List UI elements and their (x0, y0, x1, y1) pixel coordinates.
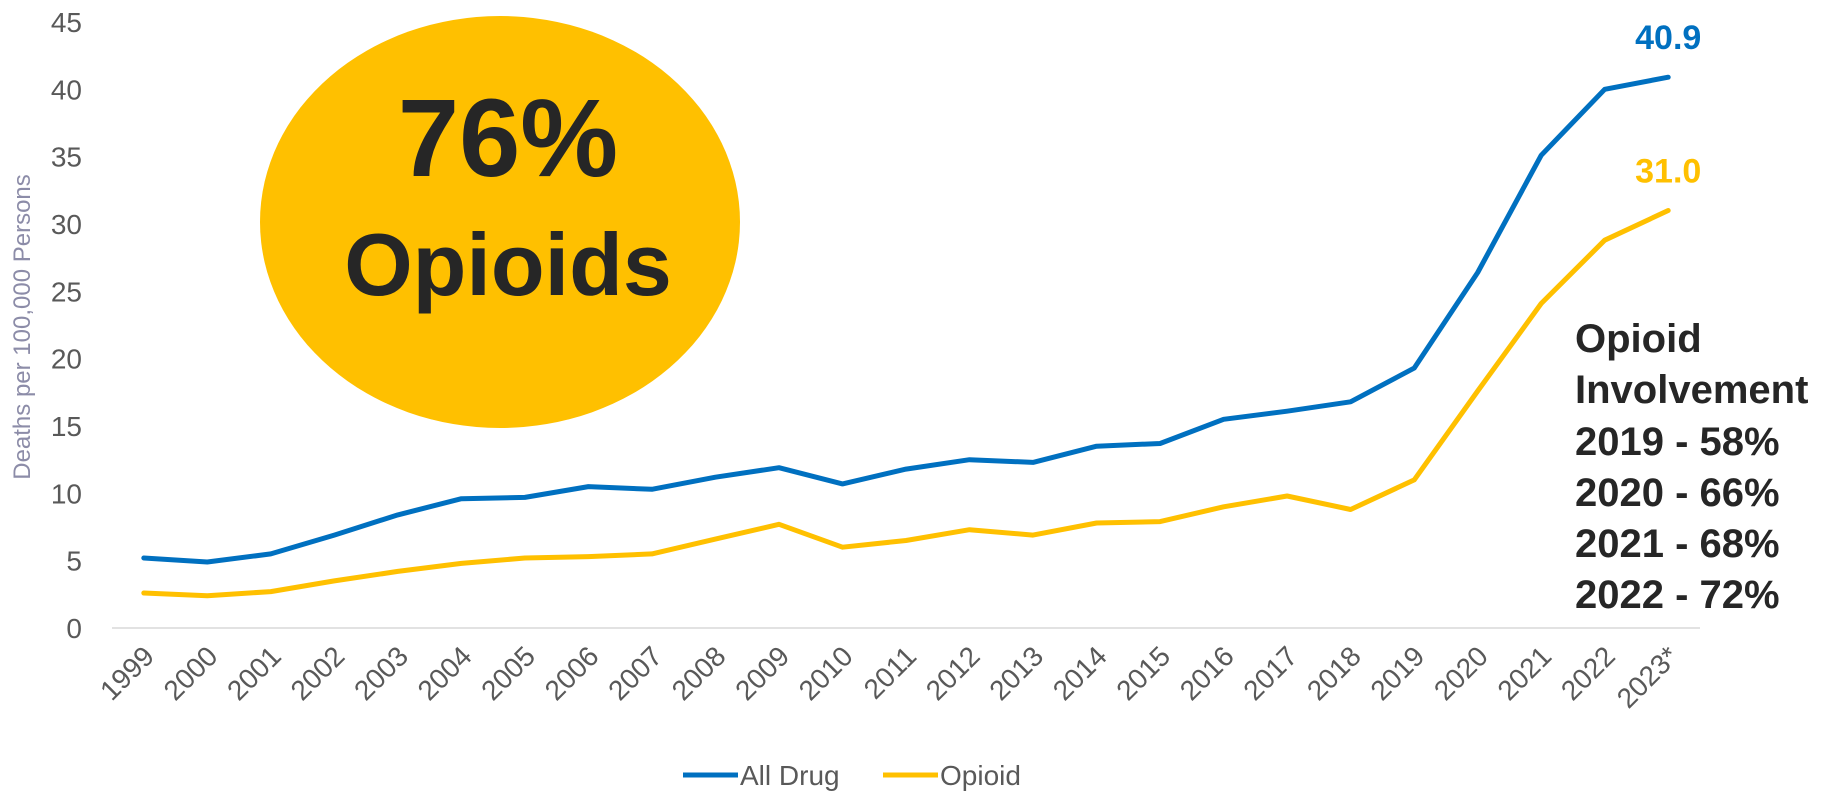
x-axis: 1999200020012002200320042005200620072008… (94, 627, 1700, 714)
series-line-opioid (141, 208, 1671, 599)
y-tick-label: 40 (51, 74, 82, 105)
y-tick-label: 5 (66, 546, 82, 577)
x-tick-label: 2013 (983, 640, 1049, 706)
involvement-row: 2022 - 72% (1575, 573, 1780, 617)
x-tick-label: 2014 (1047, 640, 1113, 706)
y-axis-label: Deaths per 100,000 Persons (9, 174, 36, 480)
series-lines: 40.9 31.0 (141, 19, 1701, 599)
callout-badge: 76% Opioids (260, 16, 740, 428)
y-tick-label: 25 (51, 276, 82, 307)
x-tick-label: 2011 (858, 640, 923, 705)
x-tick-label: 2010 (793, 640, 859, 706)
x-tick-label: 2017 (1237, 640, 1303, 706)
legend-label-opioid: Opioid (940, 760, 1021, 791)
end-label-opioid: 31.0 (1635, 153, 1701, 191)
x-tick-label: 2016 (1174, 640, 1240, 706)
callout-percent: 76% (398, 77, 618, 200)
x-tick-label: 2007 (602, 640, 668, 706)
x-tick-label: 2021 (1491, 640, 1557, 706)
x-tick-label: 2020 (1428, 640, 1494, 706)
opioid-involvement-panel: Opioid Involvement 2019 - 58% 2020 - 66%… (1575, 317, 1808, 617)
x-tick-label: 2002 (285, 640, 351, 706)
y-tick-label: 30 (51, 209, 82, 240)
y-tick-label: 35 (51, 142, 82, 173)
x-tick-label: 1999 (94, 640, 160, 706)
x-tick-label: 2018 (1301, 640, 1367, 706)
x-tick-label: 2023* (1611, 640, 1685, 714)
x-tick-label: 2001 (221, 640, 287, 706)
x-tick-label: 2003 (348, 640, 414, 706)
y-tick-label: 15 (51, 411, 82, 442)
involvement-title-line2: Involvement (1575, 368, 1808, 412)
involvement-row: 2019 - 58% (1575, 420, 1780, 464)
callout-ellipse (260, 16, 740, 428)
x-tick-label: 2006 (539, 640, 605, 706)
y-tick-label: 10 (51, 478, 82, 509)
y-tick-label: 45 (51, 7, 82, 38)
x-tick-label: 2019 (1364, 640, 1430, 706)
x-tick-label: 2012 (920, 640, 986, 706)
x-tick-label: 2008 (666, 640, 732, 706)
series-line-all-drug (141, 74, 1671, 565)
involvement-row: 2021 - 68% (1575, 522, 1780, 566)
end-label-all-drug: 40.9 (1635, 19, 1701, 57)
y-tick-label: 0 (66, 613, 82, 644)
involvement-row: 2020 - 66% (1575, 471, 1780, 515)
y-axis: 0 5 10 15 20 25 30 35 40 45 (51, 7, 82, 644)
x-tick-label: 2004 (412, 640, 478, 706)
involvement-title-line1: Opioid (1575, 317, 1702, 361)
x-tick-label: 2022 (1555, 640, 1621, 706)
callout-label: Opioids (344, 215, 672, 314)
x-tick-label: 2009 (729, 640, 795, 706)
legend-label-all-drug: All Drug (740, 760, 840, 791)
x-tick-label: 2000 (158, 640, 224, 706)
legend: All Drug Opioid (683, 760, 1021, 791)
x-tick-label: 2015 (1110, 640, 1176, 706)
x-tick-label: 2005 (475, 640, 541, 706)
y-tick-label: 20 (51, 344, 82, 375)
